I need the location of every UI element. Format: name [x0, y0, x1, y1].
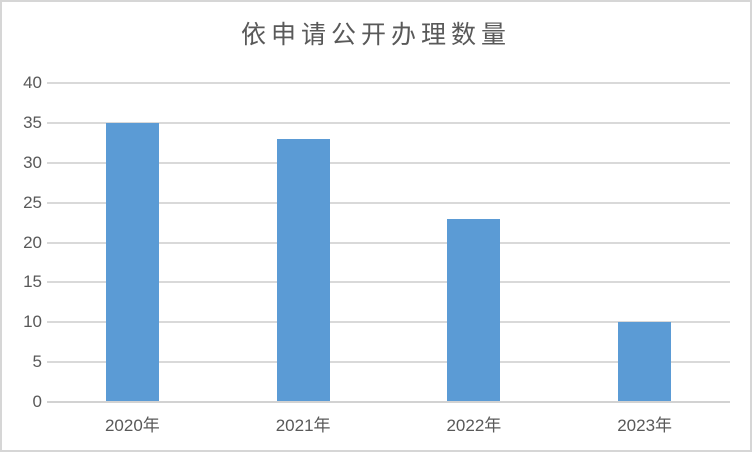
- y-axis-tick-label: 35: [23, 112, 42, 132]
- y-axis-tick-label: 0: [32, 392, 42, 411]
- gridline: [47, 281, 730, 284]
- y-axis-tick-label: 25: [23, 192, 42, 212]
- y-axis-tick-label: 15: [23, 272, 42, 292]
- gridline: [47, 321, 730, 324]
- bar-2021年: [276, 138, 330, 402]
- gridline: [47, 361, 730, 364]
- gridline: [47, 121, 730, 124]
- bar-2020年: [105, 122, 159, 402]
- bar-2023年: [618, 322, 672, 402]
- x-axis-baseline: [47, 401, 730, 403]
- gridline: [47, 241, 730, 244]
- chart-title: 依申请公开办理数量: [240, 22, 511, 49]
- y-axis-tick-label: 5: [32, 352, 42, 372]
- gridline: [47, 82, 730, 84]
- x-axis-tick-label: 2023年: [617, 416, 673, 435]
- y-axis-tick-label: 30: [23, 152, 42, 172]
- y-axis-tick-label: 40: [23, 73, 42, 92]
- y-axis-tick-label: 10: [23, 312, 42, 332]
- bar-2022年: [447, 218, 501, 402]
- y-axis-tick-label: 20: [23, 232, 42, 252]
- x-axis-tick-label: 2021年: [275, 416, 331, 435]
- gridline: [47, 201, 730, 204]
- x-axis-tick-label: 2020年: [104, 416, 160, 435]
- gridline: [47, 161, 730, 164]
- x-axis-tick-label: 2022年: [446, 416, 502, 435]
